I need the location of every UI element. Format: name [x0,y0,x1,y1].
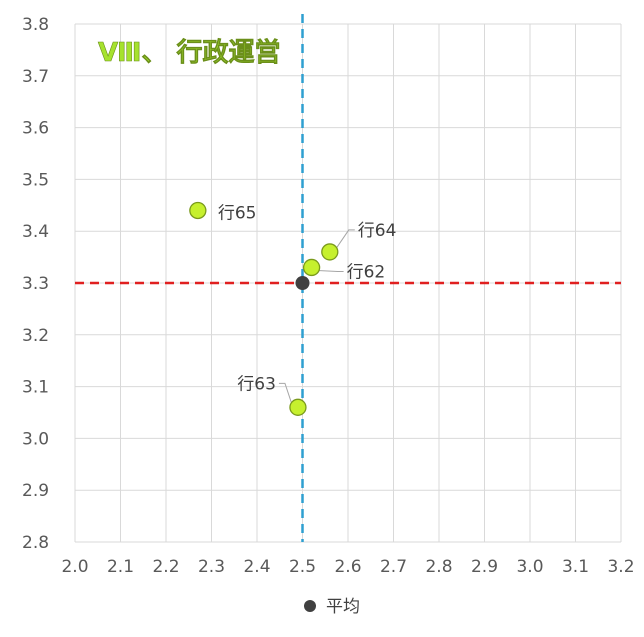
data-point [289,398,307,416]
y-tick-label: 3.3 [22,274,49,294]
data-point [189,201,207,220]
x-tick-label: 2.4 [243,557,270,577]
x-tick-label: 2.1 [107,557,134,577]
legend: 平均 [304,597,360,617]
chart-title: Ⅷ、 行政運営 [98,37,281,68]
point-label: 行65 [218,203,257,223]
axis-ticks: 2.0 2.1 2.2 2.3 2.4 2.5 2.6 2.7 2.8 2.9 3.0 3.1 3.2 2… [22,15,635,577]
leader-lines [278,229,355,405]
legend-average-label: 平均 [326,597,360,617]
x-tick-label: 2.8 [425,557,452,577]
data-point [321,243,339,261]
y-tick-label: 3.7 [22,67,49,87]
y-tick-label: 3.1 [22,378,49,398]
y-tick-label: 2.9 [22,481,49,501]
y-tick-label: 3.2 [22,326,49,346]
point-label: 行62 [347,262,386,282]
leader-line [278,382,293,405]
x-tick-label: 2.5 [289,557,316,577]
y-tick-label: 3.5 [22,170,49,190]
x-tick-label: 2.2 [152,557,179,577]
average-point [295,276,310,290]
point-label: 行64 [358,221,397,241]
x-tick-label: 2.3 [198,557,225,577]
legend-average-marker [304,600,316,612]
x-tick-label: 2.9 [471,557,498,577]
y-tick-label: 3.0 [22,429,49,449]
x-tick-label: 3.0 [516,557,543,577]
x-tick-label: 3.2 [607,557,634,577]
x-tick-label: 3.1 [562,557,589,577]
y-tick-label: 3.8 [22,15,49,35]
y-tick-label: 2.8 [22,533,49,553]
point-label: 行63 [237,374,276,394]
point-labels: 行65 行64 行62 行63 [218,203,397,394]
y-tick-label: 3.6 [22,119,49,139]
data-points [189,201,339,416]
x-tick-label: 2.6 [334,557,361,577]
leader-line [317,269,344,272]
data-point [302,258,321,277]
x-tick-label: 2.0 [61,557,88,577]
leader-line [335,229,355,250]
x-tick-label: 2.7 [380,557,407,577]
y-tick-label: 3.4 [22,222,49,242]
